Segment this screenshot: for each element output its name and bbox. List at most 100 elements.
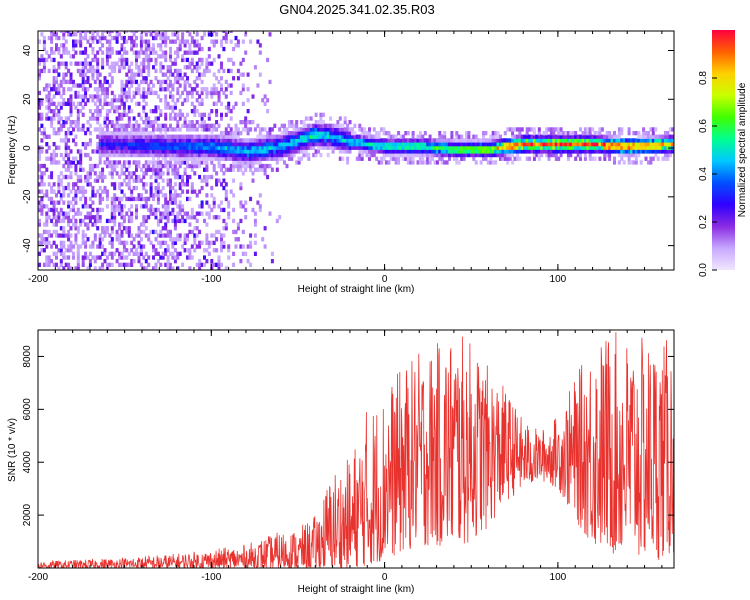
heatmap-cell (130, 79, 134, 85)
heatmap-cell (118, 251, 122, 256)
heatmap-cell (222, 171, 226, 176)
heatmap-cell (113, 138, 117, 143)
heatmap-cell (227, 123, 231, 128)
heatmap-cell (649, 156, 653, 161)
heatmap-cell (118, 68, 122, 74)
heatmap-cell (198, 101, 202, 106)
heatmap-cell (164, 87, 168, 92)
heatmap-cell (142, 163, 146, 169)
heatmap-cell (186, 237, 189, 242)
heatmap-cell (603, 156, 607, 161)
heatmap-cell (205, 57, 209, 63)
heatmap-cell (176, 50, 180, 55)
heatmap-cell (173, 145, 177, 150)
heatmap-cell (319, 152, 323, 158)
heatmap-cell (118, 127, 122, 132)
heatmap-cell (348, 142, 352, 147)
heatmap-cell (198, 229, 202, 235)
heatmap-cell (261, 145, 265, 150)
heatmap-cell (144, 120, 148, 125)
heatmap-cell (62, 185, 66, 191)
heatmap-cell (144, 116, 148, 121)
heatmap-cell (40, 131, 44, 136)
heatmap-cell (147, 167, 151, 172)
heatmap-cell (64, 167, 68, 172)
heatmap-cell (69, 79, 73, 85)
heatmap-cell (62, 233, 66, 238)
heatmap-cell (55, 43, 58, 48)
heatmap-cell (566, 152, 570, 158)
heatmap-cell (103, 98, 107, 103)
heatmap-cell (210, 193, 214, 198)
heatmap-cell (581, 149, 585, 154)
heatmap-cell (263, 152, 267, 158)
heatmap-cell (241, 127, 245, 132)
heatmap-cell (200, 204, 204, 209)
heatmap-cell (105, 152, 109, 158)
heatmap-cell (334, 123, 337, 128)
heatmap-cell (84, 200, 88, 205)
heatmap-cell (144, 163, 148, 169)
heatmap-cell (64, 79, 68, 85)
heatmap-cell (67, 163, 71, 169)
heatmap-cell (278, 152, 282, 158)
heatmap-cell (532, 149, 536, 154)
heatmap-cell (105, 87, 109, 92)
heatmap-cell (341, 127, 345, 132)
heatmap-cell (365, 131, 369, 136)
heatmap-cell (520, 138, 524, 143)
heatmap-cell (224, 167, 228, 172)
heatmap-cell (232, 262, 236, 267)
heatmap-cell (176, 215, 180, 220)
heatmap-cell (489, 156, 493, 161)
heatmap-cell (76, 178, 80, 183)
heatmap-cell (93, 127, 97, 132)
heatmap-cell (455, 138, 459, 143)
heatmap-cell (137, 112, 141, 117)
heatmap-cell (625, 149, 629, 154)
heatmap-cell (338, 131, 342, 136)
heatmap-cell (232, 149, 236, 154)
heatmap-cell (91, 46, 95, 52)
heatmap-cell (88, 171, 92, 176)
heatmap-cell (88, 259, 92, 264)
heatmap-cell (120, 233, 124, 238)
heatmap-cell (236, 163, 240, 169)
heatmap-cell (474, 152, 478, 158)
heatmap-cell (154, 57, 158, 63)
heatmap-cell (258, 160, 262, 165)
heatmap-cell (156, 94, 160, 99)
heatmap-cell (55, 255, 58, 260)
heatmap-cell (460, 138, 464, 143)
heatmap-cell (86, 255, 90, 260)
heatmap-cell (164, 98, 168, 103)
heatmap-cell (120, 83, 124, 88)
heatmap-cell (74, 200, 78, 205)
heatmap-cell (76, 127, 80, 132)
heatmap-cell (161, 152, 165, 158)
heatmap-cell (110, 65, 114, 70)
heatmap-cell (135, 72, 138, 77)
heatmap-cell (540, 149, 544, 154)
heatmap-cell (532, 138, 536, 143)
heatmap-cell (132, 251, 136, 256)
heatmap-cell (115, 116, 119, 121)
heatmap-cell (246, 127, 250, 132)
heatmap-cell (222, 226, 226, 231)
heatmap-cell (40, 54, 44, 59)
heatmap-cell (239, 138, 243, 143)
heatmap-cell (47, 98, 51, 103)
heatmap-cell (302, 127, 306, 132)
heatmap-cell (215, 182, 219, 187)
heatmap-cell (59, 123, 63, 128)
heatmap-cell (406, 160, 410, 165)
heatmap-cell (50, 31, 54, 33)
heatmap-cell (47, 109, 51, 114)
heatmap-cell (188, 134, 192, 139)
heatmap-cell (69, 32, 73, 37)
heatmap-cell (130, 174, 134, 180)
heatmap-cell (159, 174, 163, 180)
heatmap-cell (125, 83, 129, 88)
heatmap-cell (540, 142, 544, 147)
